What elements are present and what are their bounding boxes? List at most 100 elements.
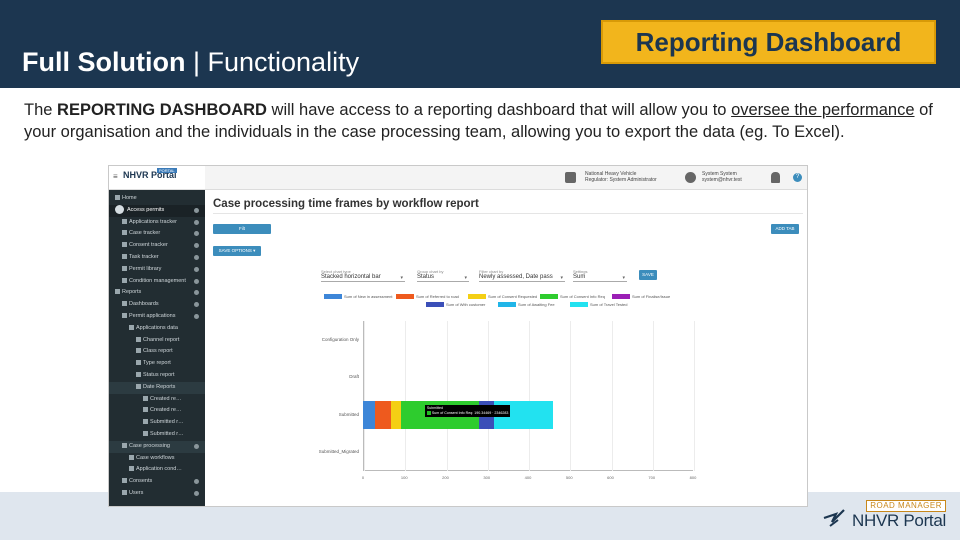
bar-segment[interactable]	[390, 400, 401, 429]
chart-legend: Sum of New in assessment Sum of Referred …	[324, 294, 670, 310]
sidebar-item-consent-tracker[interactable]: Consent tracker	[109, 240, 205, 252]
bar-segment[interactable]	[363, 400, 376, 429]
save-button[interactable]: SAVE	[639, 270, 657, 280]
x-tick-label: 400	[524, 475, 532, 480]
sidebar-item-label: Case processing	[129, 442, 170, 449]
bar-segment[interactable]	[375, 400, 391, 429]
sidebar-item-submitted-r[interactable]: Submitted r…	[109, 429, 205, 441]
nhvr-logo: ROAD MANAGER NHVR Portal	[822, 500, 950, 534]
legend-item[interactable]: Sum of With customer	[426, 302, 485, 308]
chart-icon	[143, 407, 148, 413]
legend-item[interactable]: Sum of Consent Requested	[468, 294, 537, 300]
sidebar-item-created-re[interactable]: Created re…	[109, 394, 205, 406]
sidebar-item-condition-management[interactable]: Condition management	[109, 276, 205, 288]
sidebar-item-applications-tracker[interactable]: Applications tracker	[109, 217, 205, 229]
logo-tag: ROAD MANAGER	[866, 500, 946, 512]
group-by-select[interactable]: Group chart by Status ▾	[417, 269, 469, 282]
user-info[interactable]: System System system@nhvr.test	[702, 171, 742, 183]
x-tick-label: 100	[400, 475, 408, 480]
folder-icon[interactable]	[565, 172, 576, 183]
chevron-down-icon: ▾	[400, 275, 403, 281]
sidebar-item-label: Channel report	[143, 336, 180, 343]
sidebar-item-label: Condition management	[129, 277, 186, 284]
app-logo[interactable]: ≡ NHVR Portal PORTAL	[109, 166, 205, 190]
sidebar-item-applications-data[interactable]: Applications data	[109, 323, 205, 335]
legend-item[interactable]: Sum of Referred to road	[396, 294, 459, 300]
sidebar-item-access-permits[interactable]: Access permits	[109, 204, 205, 217]
legend-label: Sum of Awaiting Fee	[518, 302, 555, 307]
save-options-button[interactable]: SAVE OPTIONS ▾	[213, 246, 261, 256]
sidebar-item-case-processing[interactable]: Case processing	[109, 440, 205, 453]
x-tick-label: 600	[607, 475, 614, 480]
x-tick-label: 800	[689, 475, 697, 480]
expand-indicator-icon	[194, 243, 199, 249]
sidebar-item-dashboards[interactable]: Dashboards	[109, 299, 205, 311]
sidebar-item-label: Type report	[143, 360, 171, 367]
sidebar-item-consents[interactable]: Consents	[109, 476, 205, 488]
expand-indicator-icon	[194, 207, 199, 213]
expand-indicator-icon	[194, 313, 199, 319]
sidebar-item-case-workflows[interactable]: Case workflows	[109, 453, 205, 465]
expand-indicator-icon	[194, 266, 199, 272]
sidebar-item-submitted-r[interactable]: Submitted r…	[109, 417, 205, 429]
legend-swatch	[468, 294, 486, 300]
chart-type-select[interactable]: Select chart type Stacked horizontal bar…	[321, 269, 405, 282]
tooltip-title: Submitted	[426, 405, 444, 410]
filter-by-value: Newly assessed, Date pass	[479, 274, 553, 280]
sidebar-item-label: Permit library	[129, 265, 162, 272]
sidebar-item-label: Status report	[143, 371, 175, 378]
sidebar-item-label: Reports	[122, 289, 142, 296]
legend-swatch	[570, 302, 588, 308]
sidebar-item-reports[interactable]: Reports	[109, 287, 205, 299]
sidebar-item-task-tracker[interactable]: Task tracker	[109, 252, 205, 264]
chart-icon	[143, 395, 148, 401]
app-logo-tag: PORTAL	[157, 168, 177, 173]
sidebar-item-label: Application cond…	[136, 466, 182, 473]
sidebar-item-users[interactable]: Users	[109, 488, 205, 500]
org-info[interactable]: National Heavy Vehicle Regulator: System…	[585, 171, 657, 183]
sidebar-item-home[interactable]: Home	[109, 193, 205, 205]
chart-icon	[129, 466, 134, 472]
legend-item[interactable]: Sum of Awaiting Fee	[498, 302, 555, 308]
chevron-down-icon: ▾	[560, 275, 563, 281]
slide-title-rest: Functionality	[207, 47, 360, 77]
settings-value: Sum	[573, 274, 586, 280]
sidebar-item-class-report[interactable]: Class report	[109, 346, 205, 358]
sidebar-item-type-report[interactable]: Type report	[109, 358, 205, 370]
bell-icon[interactable]	[771, 172, 780, 183]
sidebar-item-date-reports[interactable]: Date Reports	[109, 381, 205, 394]
sidebar: ≡ NHVR Portal PORTAL Home Access permits A…	[109, 166, 205, 506]
sidebar-item-created-re[interactable]: Created re…	[109, 405, 205, 417]
sidebar-item-channel-report[interactable]: Channel report	[109, 335, 205, 347]
expand-indicator-icon	[194, 219, 199, 225]
user-avatar-icon[interactable]	[685, 172, 696, 183]
legend-item[interactable]: Sum of Finalise/Issue	[612, 294, 670, 300]
add-tab-button[interactable]: ADD TAB	[771, 224, 799, 234]
tooltip-line: Sum of Consent Info Req: 190.34469 · 234…	[426, 411, 508, 416]
slide-title: Full Solution | Functionality	[22, 46, 359, 78]
filter-by-select[interactable]: Filter chart by Newly assessed, Date pas…	[479, 269, 565, 282]
legend-swatch	[498, 302, 516, 308]
sidebar-item-label: Task tracker	[129, 253, 159, 260]
settings-select[interactable]: Settings Sum ▾	[573, 269, 627, 282]
sidebar-item-permit-applications[interactable]: Permit applications	[109, 311, 205, 323]
chart-type-label: Select chart type	[321, 269, 351, 274]
expand-indicator-icon	[194, 254, 199, 260]
hamburger-icon[interactable]: ≡	[113, 172, 118, 181]
legend-item[interactable]: Sum of Consent Info Req	[540, 294, 605, 300]
filter-button[interactable]: Filt	[213, 224, 271, 234]
legend-label: Sum of New in assessment	[344, 294, 393, 299]
intro-underline: oversee the performance	[731, 101, 915, 119]
sidebar-item-application-cond[interactable]: Application cond…	[109, 464, 205, 476]
slide-title-separator: |	[185, 47, 208, 77]
legend-item[interactable]: Sum of New in assessment	[324, 294, 392, 300]
sidebar-item-case-tracker[interactable]: Case tracker	[109, 228, 205, 240]
help-icon[interactable]: ?	[793, 173, 802, 182]
sidebar-item-permit-library[interactable]: Permit library	[109, 264, 205, 276]
sidebar-item-label: Applications tracker	[129, 218, 177, 225]
sidebar-item-status-report[interactable]: Status report	[109, 370, 205, 382]
chart-plot-area	[363, 321, 695, 471]
legend-item[interactable]: Sum of Travel Tested	[570, 302, 628, 308]
chart-gridline	[405, 321, 407, 471]
